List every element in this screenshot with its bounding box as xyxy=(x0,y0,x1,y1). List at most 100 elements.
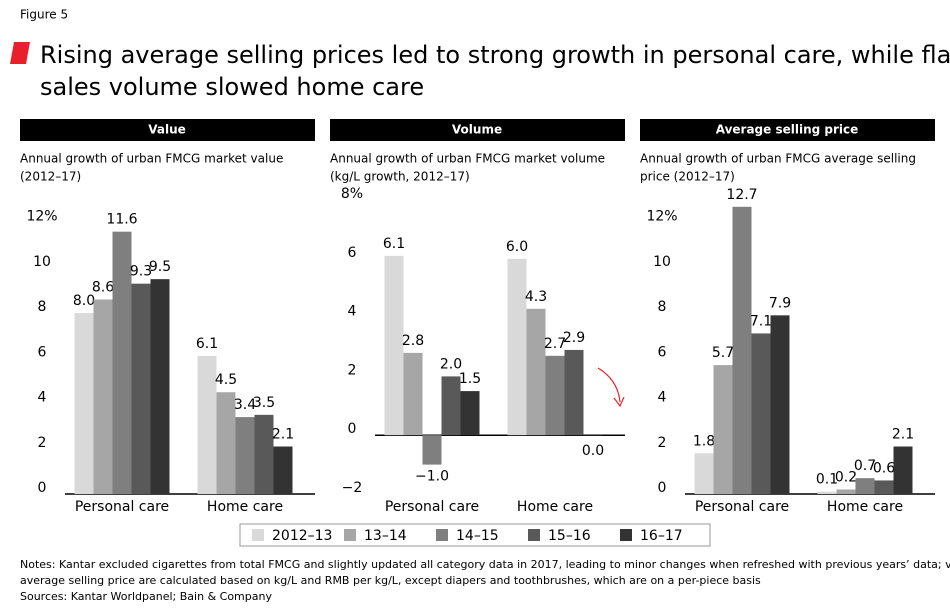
value-label: 6.1 xyxy=(383,236,405,252)
y-tick-label: 12% xyxy=(26,209,57,225)
value-label: 0.7 xyxy=(854,458,876,474)
y-tick-label: 0 xyxy=(38,480,47,496)
y-tick-label: 12% xyxy=(646,209,677,225)
y-tick-label: −2 xyxy=(342,480,363,496)
bar xyxy=(855,478,875,494)
y-tick-label: 8% xyxy=(341,186,363,202)
y-tick-label: 10 xyxy=(653,254,671,270)
bar xyxy=(460,391,480,436)
value-label: 7.9 xyxy=(769,295,791,311)
bar xyxy=(507,258,527,436)
bar xyxy=(836,489,856,494)
value-label: 0.1 xyxy=(816,472,838,488)
value-label: 11.6 xyxy=(106,212,137,228)
notes-line: average selling price are calculated bas… xyxy=(20,574,761,587)
value-label: 2.1 xyxy=(272,427,294,443)
value-label: 7.1 xyxy=(750,313,772,329)
bar xyxy=(583,435,603,436)
value-label: 6.1 xyxy=(196,336,218,352)
bar xyxy=(422,435,442,465)
panel-header-text: Average selling price xyxy=(716,123,859,137)
value-label: 2.1 xyxy=(892,427,914,443)
x-category-label: Personal care xyxy=(75,499,169,515)
bar xyxy=(235,417,255,494)
x-category-label: Personal care xyxy=(385,499,479,515)
value-label: 9.3 xyxy=(130,264,152,280)
bar xyxy=(384,255,404,436)
y-tick-label: 4 xyxy=(38,390,47,406)
value-label: 1.8 xyxy=(693,433,715,449)
value-label: 3.4 xyxy=(234,397,256,413)
legend-swatch xyxy=(436,529,448,541)
title-marker xyxy=(10,42,30,64)
bar xyxy=(893,446,913,494)
value-label: 2.9 xyxy=(563,330,585,346)
legend-label: 2012–13 xyxy=(272,528,332,544)
y-tick-label: 8 xyxy=(658,299,667,315)
notes-line: Notes: Kantar excluded cigarettes from t… xyxy=(20,558,950,571)
value-label: 2.7 xyxy=(544,336,566,352)
value-label: 12.7 xyxy=(726,187,757,203)
value-label: 0.0 xyxy=(582,443,604,459)
sources: Sources: Kantar Worldpanel; Bain & Compa… xyxy=(20,590,272,603)
annotation-arrow xyxy=(597,367,621,403)
value-label: 5.7 xyxy=(712,345,734,361)
y-tick-label: 4 xyxy=(348,304,357,320)
bar xyxy=(273,446,293,494)
panel-subtitle: (kg/L growth, 2012–17) xyxy=(330,170,470,184)
figure-label: Figure 5 xyxy=(20,8,68,22)
bar xyxy=(694,453,714,494)
bar xyxy=(197,356,217,494)
x-category-label: Home care xyxy=(207,499,283,515)
y-tick-label: 2 xyxy=(348,362,357,378)
panel-subtitle: price (2012–17) xyxy=(640,170,735,184)
value-label: −1.0 xyxy=(415,469,449,485)
bar xyxy=(817,491,837,494)
bar xyxy=(751,333,771,494)
value-label: 3.5 xyxy=(253,395,275,411)
y-tick-label: 6 xyxy=(38,344,47,360)
bar xyxy=(713,365,733,494)
y-tick-label: 2 xyxy=(38,435,47,451)
value-label: 6.0 xyxy=(506,239,528,255)
y-tick-label: 6 xyxy=(658,344,667,360)
panel-subtitle: Annual growth of urban FMCG market value xyxy=(20,152,283,166)
bar xyxy=(770,315,790,494)
value-label: 4.3 xyxy=(525,289,547,305)
legend-swatch xyxy=(344,529,356,541)
bar xyxy=(545,355,565,436)
panel-subtitle: Annual growth of urban FMCG average sell… xyxy=(640,152,916,166)
bar xyxy=(254,414,274,494)
value-label: 8.0 xyxy=(73,293,95,309)
bar xyxy=(403,352,423,436)
value-label: 2.8 xyxy=(402,333,424,349)
value-label: 9.5 xyxy=(149,259,171,275)
value-label: 0.6 xyxy=(873,460,895,476)
value-label: 0.2 xyxy=(835,469,857,485)
value-label: 8.6 xyxy=(92,280,114,296)
panel-header-text: Volume xyxy=(452,123,502,137)
panel-header xyxy=(20,119,315,141)
y-tick-label: 6 xyxy=(348,245,357,261)
y-tick-label: 8 xyxy=(38,299,47,315)
bar xyxy=(441,376,461,436)
x-category-label: Home care xyxy=(827,499,903,515)
y-tick-label: 2 xyxy=(658,435,667,451)
legend-swatch xyxy=(620,529,632,541)
bar xyxy=(131,283,151,494)
title-line: Rising average selling prices led to str… xyxy=(40,41,950,69)
legend-label: 14–15 xyxy=(456,528,499,544)
panel-header xyxy=(330,119,625,141)
panel-subtitle: Annual growth of urban FMCG market volum… xyxy=(330,152,605,166)
x-category-label: Home care xyxy=(517,499,593,515)
bar xyxy=(874,480,894,494)
legend-swatch xyxy=(252,529,264,541)
y-tick-label: 10 xyxy=(33,254,51,270)
panel-subtitle: (2012–17) xyxy=(20,170,81,184)
value-label: 4.5 xyxy=(215,372,237,388)
bar xyxy=(112,231,132,494)
annotation-arrow-head xyxy=(613,396,625,408)
bar xyxy=(150,279,170,494)
y-tick-label: 4 xyxy=(658,390,667,406)
